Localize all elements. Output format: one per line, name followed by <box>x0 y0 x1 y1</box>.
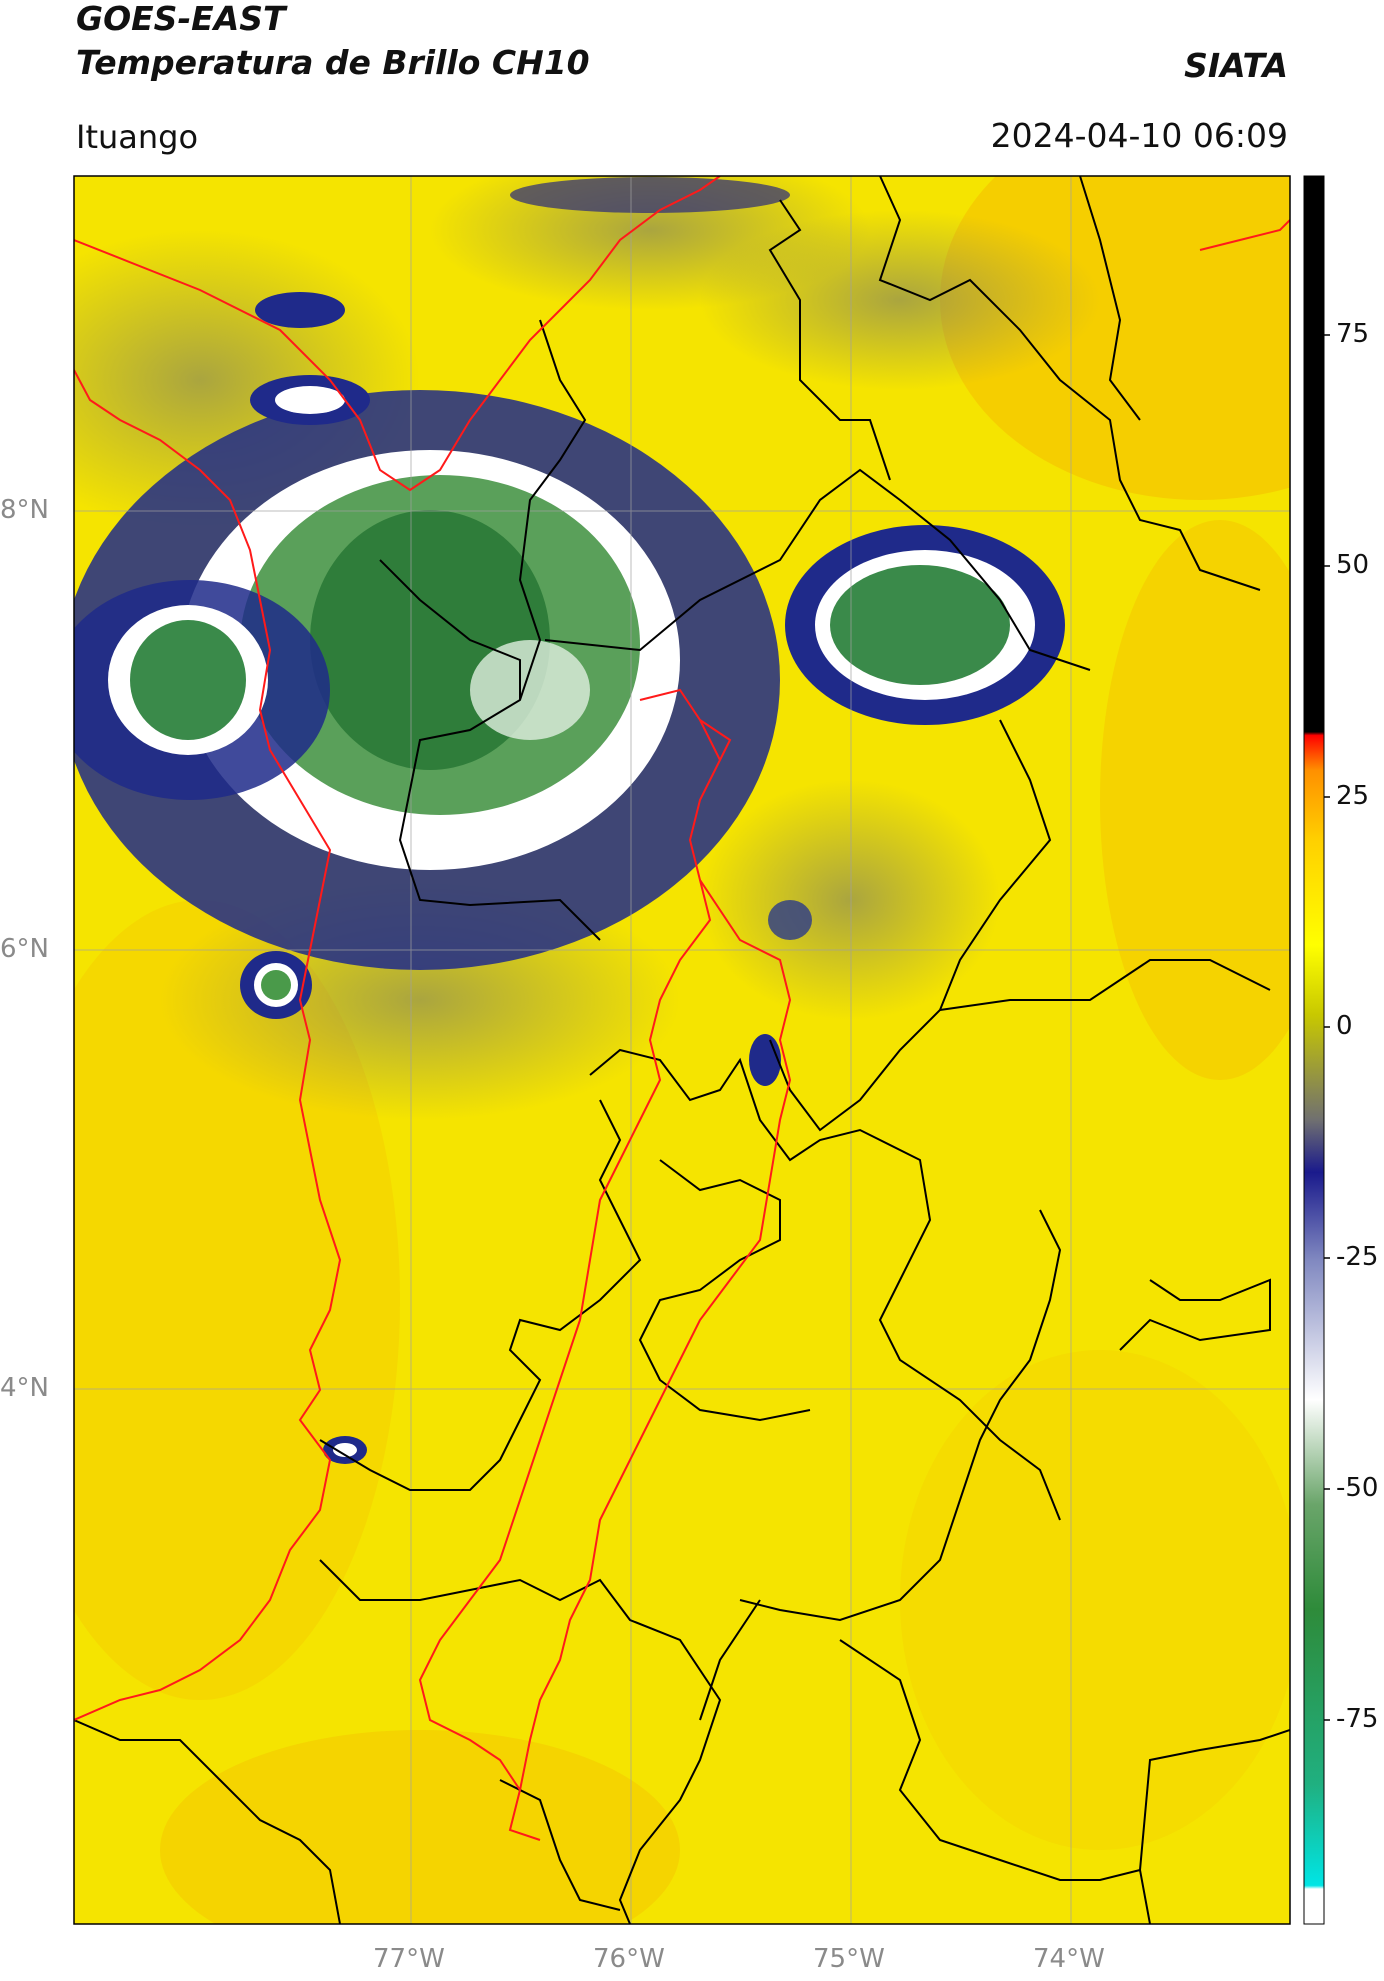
lon-tick-74w: 74°W <box>1033 1944 1105 1974</box>
location-label: Ituango <box>76 118 199 156</box>
title-product: Temperatura de Brillo CH10 <box>76 43 590 82</box>
graticule <box>74 176 1290 1924</box>
map-frame <box>73 175 1291 1925</box>
colorbar-tick-minus50: -50 <box>1336 1473 1379 1503</box>
colorbar-tick-minus25: -25 <box>1336 1242 1379 1272</box>
lat-tick-8n: 8°N <box>0 495 49 525</box>
datetime-label: 2024-04-10 06:09 <box>990 116 1288 155</box>
lon-tick-75w: 75°W <box>813 1944 885 1974</box>
colorbar-tick-minus75: -75 <box>1336 1704 1379 1734</box>
brand-label: SIATA <box>1184 46 1288 85</box>
colorbar-tick-0: 0 <box>1336 1011 1353 1041</box>
title-satellite: GOES-EAST <box>76 0 286 38</box>
colorbar <box>1303 175 1330 1925</box>
lat-tick-4n: 4°N <box>0 1373 49 1403</box>
lon-tick-77w: 77°W <box>373 1944 445 1974</box>
lon-tick-76w: 76°W <box>593 1944 665 1974</box>
colorbar-tick-50: 50 <box>1336 550 1370 580</box>
colorbar-tick-25: 25 <box>1336 781 1370 811</box>
lat-tick-6n: 6°N <box>0 934 49 964</box>
department-boundaries <box>74 176 1290 1841</box>
map-field <box>74 176 1290 1924</box>
municipal-boundaries <box>74 176 1290 1924</box>
colorbar-tick-75: 75 <box>1336 319 1370 349</box>
